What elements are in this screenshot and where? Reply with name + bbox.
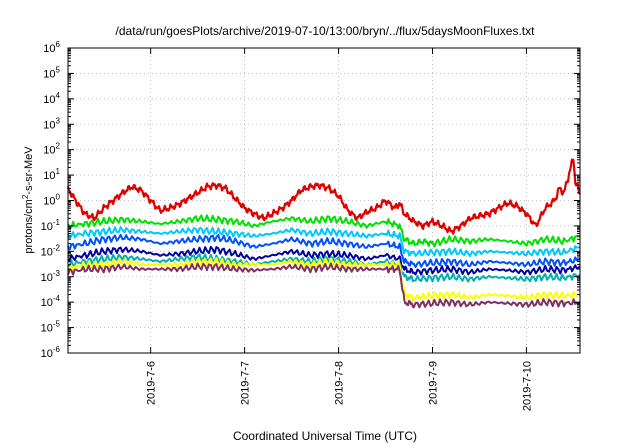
x-tick-label: 2019-7-10	[521, 361, 533, 411]
x-tick-label: 2019-7-7	[240, 361, 252, 405]
y-tick-exponent: -1	[53, 218, 61, 227]
y-tick-base: 10	[41, 246, 53, 258]
y-tick-base: 10	[41, 348, 53, 360]
y-tick-label: 106	[43, 40, 60, 55]
y-tick-label: 105	[43, 65, 60, 80]
y-tick-label: 10-3	[41, 269, 61, 284]
y-tick-exponent: -5	[53, 320, 61, 329]
y-tick-label: 101	[43, 167, 60, 182]
grid-lines	[68, 48, 580, 353]
y-tick-base: 10	[43, 196, 55, 208]
y-tick-label: 10-6	[41, 345, 61, 360]
series-line	[67, 226, 581, 258]
y-tick-label: 10-5	[41, 320, 61, 335]
x-axis-ticks: 2019-7-6 2019-7-7 2019-7-8 2019-7-9 2019-7-1…	[146, 48, 533, 411]
y-tick-label: 102	[43, 142, 60, 157]
y-tick-base: 10	[43, 119, 55, 131]
series-line	[67, 257, 581, 302]
y-tick-exponent: 4	[56, 91, 61, 100]
y-tick-exponent: 2	[56, 142, 61, 151]
y-axis-label-sup: 2	[21, 194, 30, 199]
y-tick-label: 10-2	[41, 243, 61, 258]
y-tick-exponent: -3	[53, 269, 61, 278]
y-tick-base: 10	[41, 323, 53, 335]
y-tick-base: 10	[43, 43, 55, 55]
y-tick-exponent: 0	[56, 193, 61, 202]
y-tick-exponent: -6	[53, 345, 61, 354]
y-tick-base: 10	[43, 94, 55, 106]
y-tick-exponent: 6	[56, 40, 61, 49]
series-line	[67, 262, 581, 309]
y-tick-base: 10	[43, 68, 55, 80]
y-axis-label-main: protons/cm	[23, 199, 35, 253]
y-tick-exponent: -4	[53, 294, 61, 303]
y-axis-label: protons/cm2-s-sr-MeV	[21, 146, 35, 254]
x-tick-label: 2019-7-6	[146, 361, 158, 405]
data-series	[66, 158, 581, 309]
y-tick-base: 10	[41, 272, 53, 284]
y-tick-label: 104	[43, 91, 60, 106]
x-axis-label: Coordinated Universal Time (UTC)	[233, 429, 417, 443]
y-tick-base: 10	[41, 297, 53, 309]
y-tick-exponent: 5	[56, 65, 61, 74]
x-tick-label: 2019-7-9	[428, 361, 440, 405]
y-tick-base: 10	[43, 145, 55, 157]
y-axis-label-unit: -s-sr-MeV	[23, 146, 35, 195]
series-line	[67, 253, 581, 283]
y-tick-exponent: -2	[53, 243, 61, 252]
y-tick-label: 10-1	[41, 218, 61, 233]
x-tick-label: 2019-7-8	[334, 361, 346, 405]
chart-title: /data/run/goesPlots/archive/2019-07-10/1…	[116, 24, 536, 38]
y-axis-ticks: 10-610-510-410-310-210-11001011021031041…	[41, 40, 580, 360]
series-line	[67, 245, 581, 276]
y-tick-base: 10	[43, 170, 55, 182]
series-line	[66, 158, 581, 235]
series-line	[67, 233, 581, 269]
y-tick-exponent: 1	[56, 167, 61, 176]
y-tick-label: 100	[43, 193, 60, 208]
series-line	[67, 214, 581, 248]
y-tick-base: 10	[41, 221, 53, 233]
y-tick-exponent: 3	[56, 116, 61, 125]
y-tick-label: 103	[43, 116, 60, 131]
y-tick-label: 10-4	[41, 294, 61, 309]
